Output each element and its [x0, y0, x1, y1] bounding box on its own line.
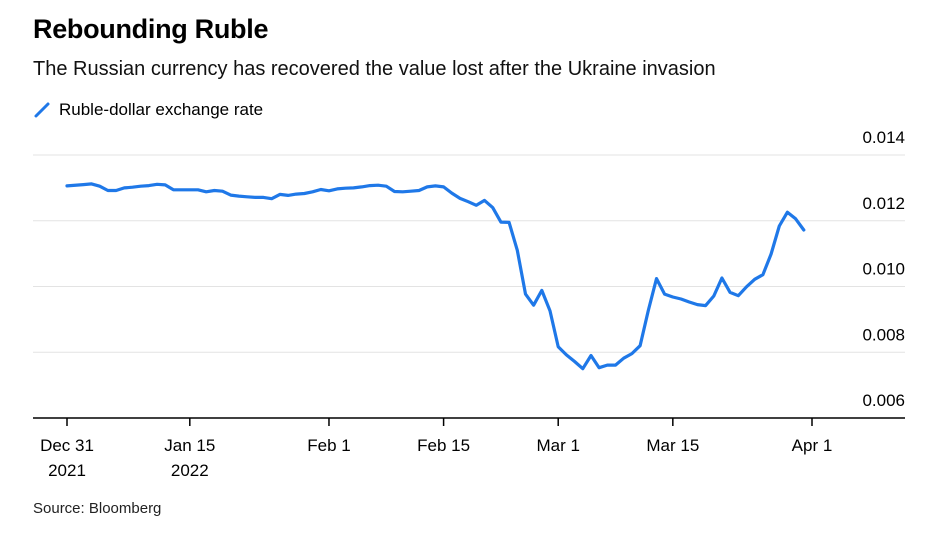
- x-tick-label-year: 2022: [171, 461, 209, 480]
- x-tick-label: Feb 15: [417, 436, 470, 455]
- x-tick-label: Jan 15: [164, 436, 215, 455]
- y-ticks: 0.006 0.008 0.010 0.012 0.014: [862, 128, 905, 410]
- x-tick-label: Mar 1: [536, 436, 579, 455]
- x-tick-label-year: 2021: [48, 461, 86, 480]
- y-tick-label: 0.012: [862, 194, 905, 213]
- legend: Ruble-dollar exchange rate: [33, 98, 263, 122]
- x-tick-label: Dec 31: [40, 436, 94, 455]
- chart-subtitle: The Russian currency has recovered the v…: [33, 58, 716, 80]
- series-line-ruble-dollar: [65, 182, 806, 371]
- x-tick-label: Apr 1: [792, 436, 833, 455]
- chart-title: Rebounding Ruble: [33, 14, 269, 44]
- y-tick-label: 0.006: [862, 391, 905, 410]
- y-tick-label: 0.008: [862, 325, 905, 344]
- x-ticks: Dec 31 2021 Jan 15 2022 Feb 1 Feb 15 Mar 1 Mar …: [40, 418, 832, 480]
- y-tick-label: 0.014: [862, 128, 905, 147]
- grid: [33, 154, 905, 353]
- source-note: Source: Bloomberg: [33, 500, 162, 517]
- legend-label: Ruble-dollar exchange rate: [59, 100, 264, 119]
- x-tick-label: Mar 15: [646, 436, 699, 455]
- y-tick-label: 0.010: [862, 260, 905, 279]
- legend-line-icon: [34, 102, 50, 118]
- x-tick-label: Feb 1: [307, 436, 350, 455]
